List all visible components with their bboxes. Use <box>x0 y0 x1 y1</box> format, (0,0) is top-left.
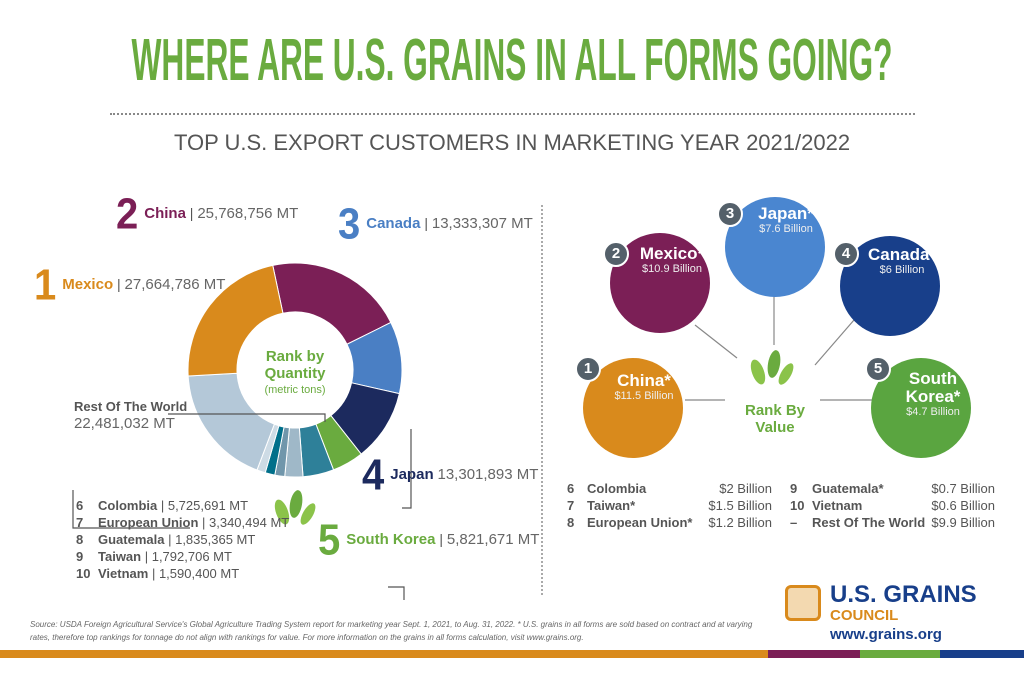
list-item: 9 Taiwan | 1,792,706 MT <box>76 549 232 564</box>
value-list-left: 6 Colombia $2 Billion 7 Taiwan* $1.5 Billion… <box>567 480 772 531</box>
donut-center-title: Rank by Quantity <box>264 348 326 382</box>
list-item: 9 Guatemala* $0.7 Billion <box>790 481 995 496</box>
list-item: 6 Colombia $2 Billion <box>567 481 772 496</box>
value-center-title: Rank By Value <box>744 402 806 436</box>
grain-icon <box>750 350 794 385</box>
stripe-segment <box>940 650 1024 658</box>
label-japan: 4 Japan 13,301,893 MT <box>362 450 539 500</box>
donut-slice-mexico <box>187 264 284 377</box>
list-item: 10 Vietnam $0.6 Billion <box>790 498 995 513</box>
label-rest-of-world: Rest Of The World 22,481,032 MT <box>74 399 188 432</box>
label-canada: 3 Canada | 13,333,307 MT <box>338 199 533 249</box>
vertical-divider <box>541 205 543 595</box>
list-item: – Rest Of The World $9.9 Billion <box>790 515 995 530</box>
page-subtitle: TOP U.S. EXPORT CUSTOMERS IN MARKETING Y… <box>173 130 851 155</box>
donut-center-subtitle: (metric tons) <box>264 384 326 396</box>
logo-subtitle: COUNCIL <box>830 607 899 624</box>
stripe-segment <box>860 650 940 658</box>
stripe-segment <box>0 650 768 658</box>
label-mexico: 1 Mexico | 27,664,786 MT <box>34 260 226 310</box>
leader-lines <box>72 413 412 600</box>
value-list-right: 9 Guatemala* $0.7 Billion 10 Vietnam $0.6 Bi… <box>790 480 995 531</box>
stripe-segment <box>768 650 860 658</box>
logo-icon <box>785 585 821 621</box>
rank-badge: 5 <box>865 356 891 382</box>
list-item: 8 European Union* $1.2 Billion <box>567 515 772 530</box>
label-south-korea: 5 South Korea | 5,821,671 MT <box>318 515 540 565</box>
source-footnote: Source: USDA Foreign Agricultural Servic… <box>30 620 753 642</box>
list-item: 6 Colombia | 5,725,691 MT <box>76 498 249 513</box>
website-link[interactable]: www.grains.org <box>830 626 942 643</box>
rank-badge: 3 <box>717 201 743 227</box>
quantity-donut-chart <box>72 262 412 600</box>
dotted-divider <box>110 113 915 115</box>
value-connector-lines <box>685 290 872 401</box>
value-circle-south-korea: South Korea* $4.7 Billion <box>871 358 971 458</box>
quantity-list-6-10: 6 Colombia | 5,725,691 MT 7 European Union… <box>76 497 289 582</box>
logo-title: U.S. GRAINS <box>830 581 977 608</box>
rank-badge: 4 <box>833 241 859 267</box>
list-item: 10 Vietnam | 1,590,400 MT <box>76 566 240 581</box>
rank-badge: 1 <box>575 356 601 382</box>
label-china: 2 China | 25,768,756 MT <box>116 189 299 239</box>
value-circle-china: China* $11.5 Billion <box>583 358 683 458</box>
grain-icon <box>274 490 316 525</box>
rank-badge: 2 <box>603 241 629 267</box>
page-title: WHERE ARE U.S. GRAINS IN ALL FORMS GOING… <box>131 27 893 94</box>
list-item: 7 Taiwan* $1.5 Billion <box>567 498 772 513</box>
list-item: 8 Guatemala | 1,835,365 MT <box>76 532 256 547</box>
color-stripe <box>0 650 1024 658</box>
list-item: 7 European Union | 3,340,494 MT <box>76 515 290 530</box>
